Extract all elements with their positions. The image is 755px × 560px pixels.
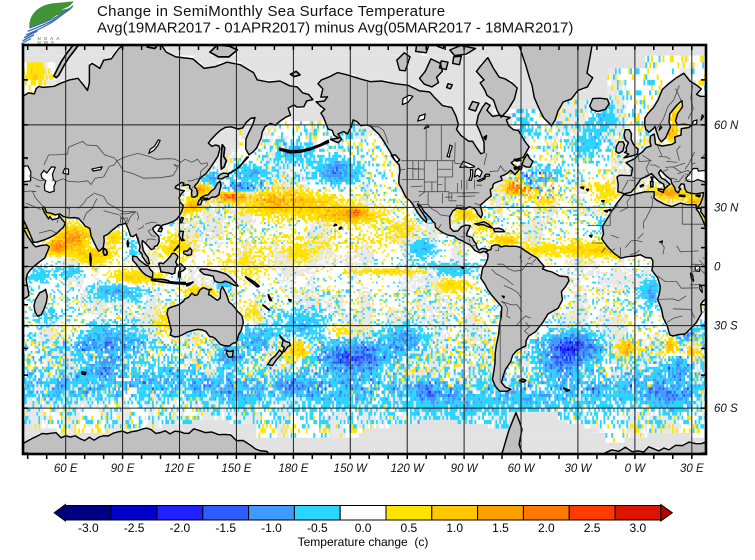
svg-text:Avg(19MAR2017 - 01APR2017) min: Avg(19MAR2017 - 01APR2017) minus Avg(05M… [97,20,573,37]
svg-text:120 W: 120 W [391,463,425,475]
svg-text:NOAA: NOAA [38,36,63,41]
svg-text:-2.5: -2.5 [124,521,145,535]
svg-text:2.5: 2.5 [584,521,601,535]
svg-text:Temperature change (c): Temperature change (c) [298,535,429,549]
svg-text:-3.0: -3.0 [78,521,99,535]
svg-text:30 W: 30 W [564,463,592,475]
svg-text:0 W: 0 W [625,463,647,475]
svg-text:120 E: 120 E [164,463,194,475]
svg-text:60 E: 60 E [54,463,78,475]
svg-text:Change in SemiMonthly Sea Surf: Change in SemiMonthly Sea Surface Temper… [97,3,445,20]
svg-text:60 W: 60 W [508,463,536,475]
svg-text:90 W: 90 W [451,463,479,475]
svg-text:-1.5: -1.5 [215,521,236,535]
svg-text:90 E: 90 E [111,463,135,475]
svg-text:150 W: 150 W [334,463,368,475]
svg-text:30 S: 30 S [714,321,738,333]
svg-text:-2.0: -2.0 [170,521,191,535]
svg-text:150 E: 150 E [221,463,251,475]
svg-text:-0.5: -0.5 [307,521,328,535]
svg-text:-1.0: -1.0 [261,521,282,535]
svg-text:1.0: 1.0 [446,521,463,535]
svg-text:180 E: 180 E [278,463,308,475]
svg-text:60 S: 60 S [714,403,738,415]
svg-text:30 E: 30 E [680,463,704,475]
svg-text:30 N: 30 N [714,202,739,214]
svg-text:60 N: 60 N [714,120,739,132]
svg-text:1.5: 1.5 [492,521,509,535]
svg-text:0: 0 [714,262,721,274]
svg-text:0.0: 0.0 [355,521,372,535]
svg-text:2.0: 2.0 [538,521,555,535]
svg-text:3.0: 3.0 [630,521,647,535]
svg-text:0.5: 0.5 [401,521,418,535]
svg-text:NWS: NWS [38,40,57,45]
